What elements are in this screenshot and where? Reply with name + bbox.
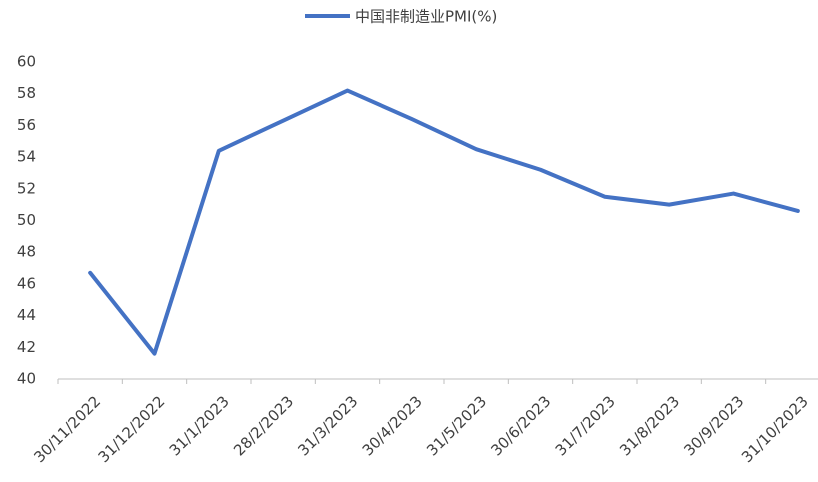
- x-tick-label: 30/6/2023: [487, 392, 554, 459]
- y-tick-label: 52: [17, 179, 36, 197]
- x-tick-label: 31/5/2023: [423, 392, 490, 459]
- x-tick-label: 31/8/2023: [616, 392, 683, 459]
- y-tick-label: 42: [17, 338, 36, 356]
- x-tick-label: 31/10/2023: [738, 392, 812, 466]
- y-tick-label: 56: [17, 116, 36, 134]
- y-tick-label: 40: [17, 370, 36, 388]
- x-tick-label: 28/2/2023: [230, 392, 297, 459]
- x-tick-label: 31/1/2023: [166, 392, 233, 459]
- legend-label: 中国非制造业PMI(%): [355, 8, 497, 26]
- y-tick-label: 44: [17, 306, 36, 324]
- y-tick-label: 54: [17, 148, 36, 166]
- x-tick-label: 31/3/2023: [294, 392, 361, 459]
- x-tick-label: 30/4/2023: [359, 392, 426, 459]
- y-tick-label: 60: [17, 53, 36, 71]
- line-series: [88, 88, 800, 356]
- x-tick-label: 31/7/2023: [552, 392, 619, 459]
- y-tick-label: 50: [17, 211, 36, 229]
- x-tick-label: 30/9/2023: [680, 392, 747, 459]
- y-tick-label: 46: [17, 274, 36, 292]
- y-tick-label: 58: [17, 84, 36, 102]
- x-tick-label: 30/11/2022: [30, 392, 104, 466]
- x-tick-label: 31/12/2022: [95, 392, 169, 466]
- y-tick-label: 48: [17, 243, 36, 261]
